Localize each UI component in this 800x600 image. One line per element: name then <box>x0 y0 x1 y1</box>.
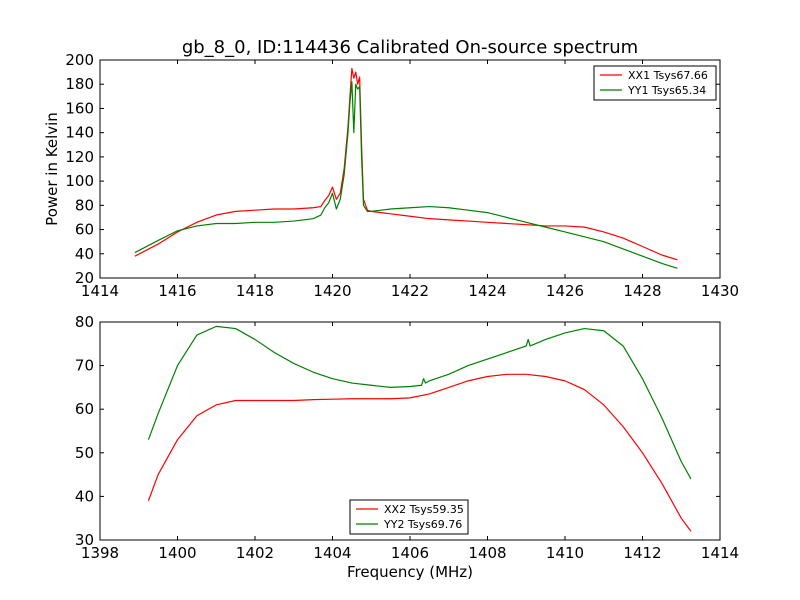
y-tick-label: 140 <box>65 124 94 142</box>
y-tick-label: 180 <box>65 75 94 93</box>
x-tick-label: 1420 <box>313 282 351 300</box>
x-tick-label: 1398 <box>81 544 119 562</box>
legend-label: XX1 Tsys67.66 <box>628 69 708 82</box>
x-tick-label: 1426 <box>546 282 584 300</box>
y-tick-label: 70 <box>75 357 94 375</box>
legend-label: YY1 Tsys65.34 <box>627 84 706 97</box>
y-tick-label: 120 <box>65 148 94 166</box>
legend-box <box>593 65 717 101</box>
series-line-yy-1 <box>134 81 678 269</box>
x-tick-label: 1422 <box>391 282 429 300</box>
x-tick-label: 1416 <box>158 282 196 300</box>
x-tick-label: 1404 <box>313 544 351 562</box>
y-tick-label: 200 <box>65 51 94 69</box>
x-tick-label: 1428 <box>623 282 661 300</box>
x-tick-label: 1414 <box>701 544 739 562</box>
legend: XX1 Tsys67.66 YY1 Tsys65.34 <box>593 65 717 101</box>
legend-box <box>349 499 469 535</box>
x-tick-label: 1408 <box>468 544 506 562</box>
x-tick-label: 1412 <box>623 544 661 562</box>
legend: XX2 Tsys59.35 YY2 Tsys69.76 <box>349 499 469 535</box>
x-tick-label: 1424 <box>468 282 506 300</box>
top-panel: 1414 1416 1418 1420 1422 1424 1426 1428 1430 20 40… <box>43 51 739 300</box>
y-tick-label: 80 <box>75 313 94 331</box>
x-tick-label: 1430 <box>701 282 739 300</box>
x-tick-label: 1400 <box>158 544 196 562</box>
legend-label: XX2 Tsys59.35 <box>384 503 464 516</box>
y-tick-label: 80 <box>75 196 94 214</box>
x-tick-label: 1414 <box>81 282 119 300</box>
y-tick-label: 20 <box>75 269 94 287</box>
x-tick-label: 1402 <box>236 544 274 562</box>
series-line-xx-2 <box>147 373 692 532</box>
x-axis-label: Frequency (MHz) <box>347 563 473 581</box>
y-tick-label: 50 <box>75 444 94 462</box>
y-tick-label: 40 <box>75 245 94 263</box>
y-tick-label: 160 <box>65 99 94 117</box>
bottom-panel: 1398 1400 1402 1404 1406 1408 1410 1412 1414 30 40… <box>75 313 739 581</box>
x-tick-label: 1418 <box>236 282 274 300</box>
legend-label: YY2 Tsys69.76 <box>383 518 462 531</box>
x-tick-label: 1406 <box>391 544 429 562</box>
y-tick-label: 30 <box>75 531 94 549</box>
series-line-yy-2 <box>147 325 692 480</box>
y-tick-label: 100 <box>65 172 94 190</box>
y-tick-label: 40 <box>75 487 94 505</box>
x-tick-label: 1410 <box>546 544 584 562</box>
chart-title: gb_8_0, ID:114436 Calibrated On-source s… <box>182 37 638 58</box>
y-axis-label: Power in Kelvin <box>43 112 61 226</box>
y-tick-label: 60 <box>75 400 94 418</box>
y-tick-label: 60 <box>75 221 94 239</box>
